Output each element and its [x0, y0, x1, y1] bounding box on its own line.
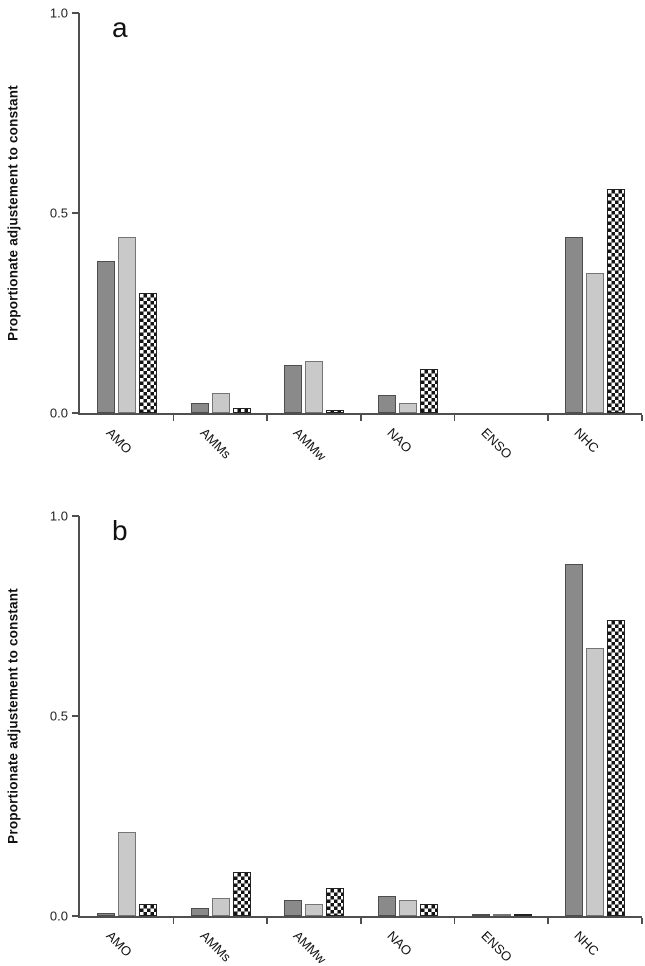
x-category-label: ENSO — [477, 425, 515, 462]
plot-area-b: b 0.0 0.5 1.0 AMO AMMs AMMw NAO ENSO NHC — [50, 509, 643, 966]
x-category-label: ENSO — [477, 928, 515, 965]
bar-NAO-dark — [377, 395, 396, 413]
bar-AMMw-check — [326, 888, 345, 916]
y-axis-tick — [72, 12, 79, 14]
bar-AMO-dark — [96, 913, 115, 916]
x-category-label: AMO — [103, 928, 135, 960]
bar-AMMs-dark — [190, 403, 209, 413]
x-category-label: AMMw — [290, 928, 330, 966]
bar-NAO-check — [419, 369, 438, 413]
panel-letter-b: b — [112, 515, 128, 546]
y-axis-title: Proportionate adjustement to constant — [5, 588, 21, 844]
bar-NHC-check — [607, 189, 626, 413]
y-tick-label: 1.0 — [49, 508, 68, 524]
bar-NAO-light — [398, 403, 417, 413]
bar-AMMs-check — [232, 872, 251, 916]
panel-a: Proportionate adjustement to constant a … — [5, 6, 643, 464]
panel-letter-a: a — [112, 12, 128, 43]
panel-b: Proportionate adjustement to constant b … — [0, 483, 645, 966]
y-tick-label: 0.5 — [49, 205, 68, 221]
bar-ENSO-dark — [471, 914, 490, 916]
y-axis-tick — [72, 915, 79, 917]
bar-ENSO-check — [513, 914, 532, 916]
bar-NHC-light — [586, 273, 605, 413]
bar-NHC-dark — [565, 237, 584, 413]
bar-AMMw-light — [305, 904, 324, 916]
bar-AMO-light — [117, 832, 136, 916]
y-tick-label: 0.0 — [49, 908, 68, 924]
y-axis-title: Proportionate adjustement to constant — [5, 85, 21, 341]
x-axis-tick — [641, 918, 643, 924]
bar-AMMw-dark — [284, 900, 303, 916]
x-category-label: NAO — [384, 928, 415, 959]
y-tick-label: 1.0 — [49, 5, 68, 21]
y-axis-tick — [72, 212, 79, 214]
x-axis-tick — [266, 918, 268, 924]
x-category-label: AMMs — [196, 425, 234, 462]
x-axis-tick — [360, 918, 362, 924]
x-category-label: AMO — [103, 425, 135, 457]
bar-NAO-check — [419, 904, 438, 916]
x-axis-tick — [547, 918, 549, 924]
bar-AMMs-check — [232, 407, 251, 413]
bar-AMMw-check — [326, 410, 345, 413]
x-category-label: NHC — [571, 425, 603, 456]
x-axis-tick — [547, 415, 549, 421]
x-category-label: NAO — [384, 425, 415, 456]
bar-NAO-light — [398, 900, 417, 916]
plot-area-a: a 0.0 0.5 1.0 AMO AMMs AMMw NAO ENSO NHC — [50, 6, 643, 464]
y-tick-label: 0.5 — [49, 708, 68, 724]
bar-NAO-dark — [377, 896, 396, 916]
y-tick-label: 0.0 — [49, 405, 68, 421]
y-axis-tick — [72, 515, 79, 517]
x-axis-tick — [172, 415, 175, 421]
x-axis-tick — [641, 415, 643, 421]
x-axis-tick — [172, 918, 175, 924]
x-axis-tick — [453, 918, 456, 924]
bar-AMO-check — [138, 904, 157, 916]
x-category-label: NHC — [571, 928, 603, 959]
x-axis-tick — [360, 415, 362, 421]
bar-ENSO-light — [492, 914, 511, 916]
bar-AMO-dark — [96, 261, 115, 413]
bar-AMMw-light — [305, 361, 324, 413]
bar-AMMs-light — [211, 393, 230, 413]
bar-NHC-dark — [565, 564, 584, 916]
y-axis-tick — [72, 715, 79, 717]
x-axis-tick — [266, 415, 268, 421]
bar-NHC-check — [607, 620, 626, 916]
bar-AMO-light — [117, 237, 136, 413]
x-axis-tick — [453, 415, 456, 421]
bar-AMO-check — [138, 293, 157, 413]
y-axis-tick — [72, 412, 79, 414]
bar-AMMs-light — [211, 898, 230, 916]
bar-AMMw-dark — [284, 365, 303, 413]
x-category-label: AMMs — [196, 928, 234, 965]
bar-NHC-light — [586, 648, 605, 916]
x-category-label: AMMw — [290, 425, 330, 464]
bar-AMMs-dark — [190, 908, 209, 916]
